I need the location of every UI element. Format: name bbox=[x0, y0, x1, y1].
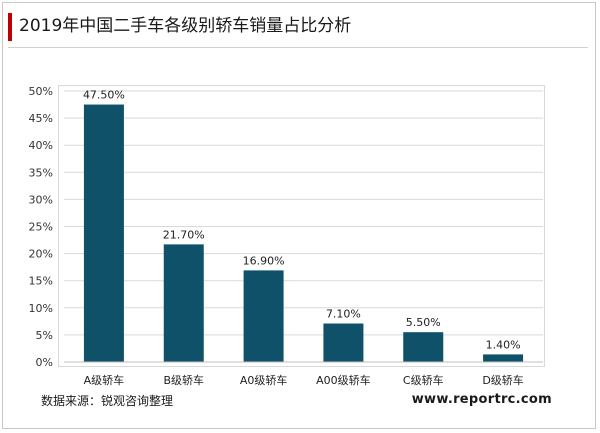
x-tick-label: A00级轿车 bbox=[316, 373, 371, 387]
website-url: www.reportrc.com bbox=[411, 392, 552, 407]
bar bbox=[163, 244, 204, 362]
y-tick-label: 0% bbox=[36, 356, 53, 369]
bar-value-label: 7.10% bbox=[326, 308, 361, 321]
bar bbox=[83, 104, 124, 363]
x-tick-label: A0级轿车 bbox=[240, 373, 288, 387]
bar-value-label: 16.90% bbox=[243, 254, 285, 267]
bar-value-label: 47.50% bbox=[83, 89, 125, 102]
y-tick-label: 30% bbox=[29, 193, 53, 206]
y-tick-label: 25% bbox=[29, 221, 53, 234]
y-tick-label: 40% bbox=[29, 139, 53, 152]
y-tick-label: 50% bbox=[29, 85, 53, 98]
y-tick-label: 45% bbox=[29, 112, 53, 125]
plot-area-border bbox=[58, 85, 545, 367]
y-tick-label: 5% bbox=[36, 329, 53, 342]
bar bbox=[243, 270, 284, 362]
bar-value-label: 21.70% bbox=[163, 228, 205, 241]
title-accent-bar bbox=[8, 13, 12, 41]
bar-value-label: 5.50% bbox=[406, 316, 441, 329]
x-tick-label: C级轿车 bbox=[403, 373, 444, 387]
y-tick-label: 15% bbox=[29, 275, 53, 288]
y-tick-label: 20% bbox=[29, 248, 53, 261]
x-tick-label: B级轿车 bbox=[163, 373, 204, 387]
bar-value-label: 1.40% bbox=[486, 338, 521, 351]
bar bbox=[403, 332, 444, 362]
data-source-note: 数据来源：锐观咨询整理 bbox=[41, 394, 174, 408]
x-tick-label: A级轿车 bbox=[84, 373, 125, 387]
title-divider bbox=[8, 47, 588, 48]
y-tick-label: 35% bbox=[29, 166, 53, 179]
x-tick-label: D级轿车 bbox=[482, 373, 523, 387]
chart-title: 2019年中国二手车各级别轿车销量占比分析 bbox=[19, 16, 352, 36]
bar bbox=[323, 323, 364, 362]
bar bbox=[483, 354, 524, 362]
y-tick-label: 10% bbox=[29, 302, 53, 315]
